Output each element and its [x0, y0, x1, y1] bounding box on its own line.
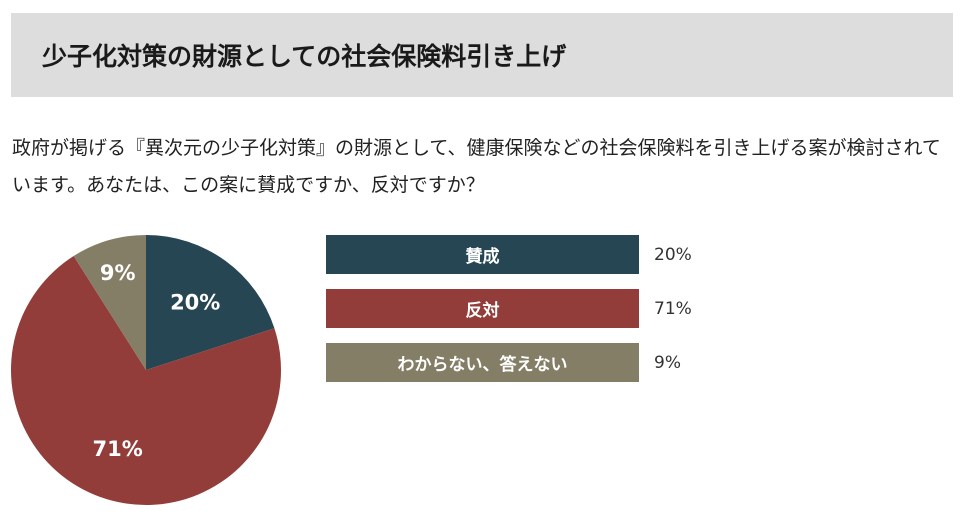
- legend-swatch-disagree: 反対: [326, 289, 639, 328]
- legend-swatch-agree: 賛成: [326, 235, 639, 274]
- legend-label-agree: 賛成: [465, 247, 500, 267]
- page-title: 少子化対策の財源としての社会保険料引き上げ: [42, 42, 567, 71]
- pie-slice-disagree: [10, 256, 282, 505]
- pie-label-unsure: 9%: [100, 261, 136, 285]
- legend-value-unsure: 9%: [654, 352, 681, 373]
- title-bar: 少子化対策の財源としての社会保険料引き上げ: [11, 13, 953, 97]
- legend-label-disagree: 反対: [465, 301, 500, 321]
- legend-value-agree: 20%: [654, 244, 692, 265]
- pie-slice-agree: [146, 235, 275, 370]
- pie-chart: 20% 71% 9%: [10, 235, 282, 505]
- pie-slice-unsure: [73, 235, 146, 370]
- legend-label-unsure: わからない、答えない: [397, 355, 568, 375]
- pie-label-disagree: 71%: [93, 437, 143, 461]
- legend-swatch-unsure: わからない、答えない: [326, 343, 639, 382]
- pie-label-agree: 20%: [170, 290, 220, 314]
- legend-value-disagree: 71%: [654, 298, 692, 319]
- question-text: 政府が掲げる『異次元の少子化対策』の財源として、健康保険などの社会保険料を引き上…: [12, 137, 941, 196]
